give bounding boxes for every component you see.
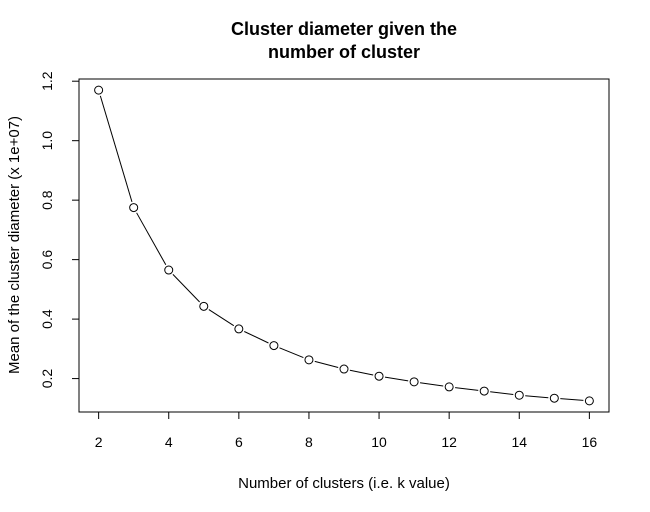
data-point [479,386,489,396]
series-line-segment [244,331,269,344]
data-point [164,265,174,275]
y-tick-label: 0.4 [39,309,55,329]
series-line-segment [455,387,479,391]
data-point [94,85,104,95]
series-line-segment [560,398,584,401]
data-point [374,371,384,381]
y-tick-label: 1.2 [39,71,55,91]
data-point [234,324,244,334]
x-tick-label: 6 [235,434,243,450]
series-line-segment [525,395,549,399]
x-tick-label: 4 [165,434,173,450]
x-tick-label: 8 [305,434,313,450]
data-point [199,301,209,311]
y-tick-label: 0.2 [39,369,55,389]
data-point [129,203,139,213]
series-line-segment [136,212,167,266]
series-line-segment [384,376,409,382]
y-tick-label: 1.0 [39,131,55,151]
data-point [304,355,314,365]
x-tick-label: 2 [95,434,103,450]
series-group [94,85,594,406]
data-point [444,382,454,392]
chart-title-line-2: number of cluster [268,42,420,62]
x-tick-label: 14 [511,434,527,450]
data-point [514,390,524,400]
series-line-segment [349,369,374,376]
y-tick-label: 0.8 [39,190,55,210]
data-point [339,364,349,374]
series-line-segment [279,347,304,359]
series-line-segment [419,382,444,387]
data-point [409,377,419,387]
x-axis-label: Number of clusters (i.e. k value) [238,475,450,492]
y-axis-label: Mean of the cluster diameter (x 1e+07) [6,116,23,374]
series-line-segment [490,391,514,396]
series-line-segment [99,95,133,202]
x-tick-label: 16 [582,434,598,450]
chart-title-line-1: Cluster diameter given the [231,19,457,39]
x-axis: 2 4 6 8 10 12 14 16 [95,411,598,450]
data-point [269,341,279,351]
series-line-segment [314,360,339,369]
series-line-segment [208,309,235,327]
y-axis: 0.2 0.4 0.6 0.8 1.0 1.2 [39,71,80,389]
x-tick-label: 12 [441,434,457,450]
x-tick-label: 10 [371,434,387,450]
data-point [584,396,594,406]
series-line-segment [172,274,200,303]
y-tick-label: 0.6 [39,250,55,270]
data-point [549,393,559,403]
